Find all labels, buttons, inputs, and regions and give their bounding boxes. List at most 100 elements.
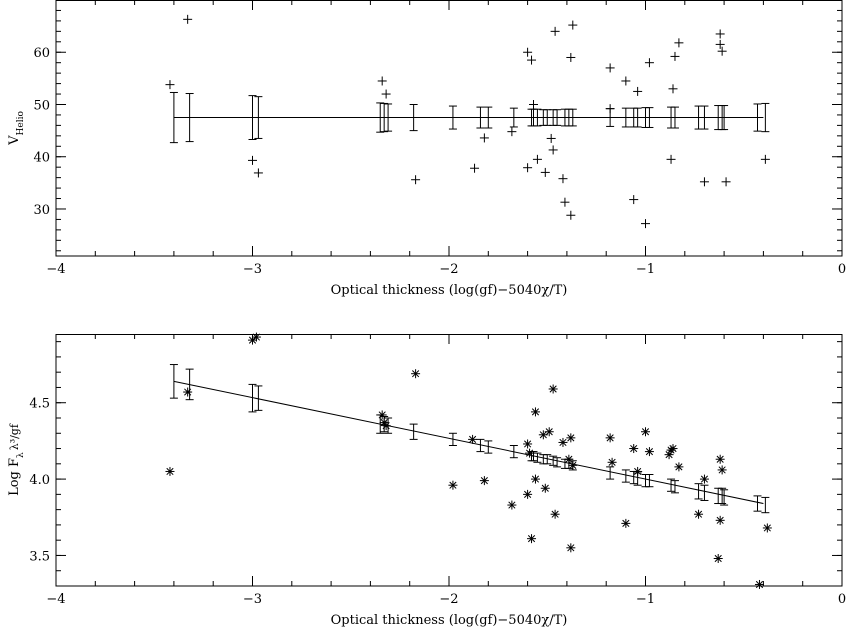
error-bar [533, 452, 542, 463]
error-bar [714, 487, 723, 505]
marker-stroke [634, 467, 642, 476]
data-point [540, 483, 550, 493]
data-point [558, 437, 568, 447]
marker-stroke [480, 477, 488, 485]
marker-stroke [608, 458, 616, 466]
data-point [548, 145, 558, 155]
marker-stroke [549, 385, 557, 393]
error-bar [409, 103, 418, 132]
data-point [629, 444, 639, 454]
error-bar [254, 385, 263, 411]
error-bar [248, 383, 257, 413]
error-bar [645, 107, 654, 128]
y-axis-label-sub: Helio [16, 111, 26, 135]
data-point [699, 177, 709, 187]
data-point [566, 210, 576, 220]
data-point [523, 489, 533, 499]
data-point [717, 46, 727, 56]
error-bar [169, 364, 178, 399]
data-point [381, 89, 391, 99]
marker-stroke [567, 544, 575, 552]
data-point [479, 476, 489, 486]
marker-stroke [569, 461, 577, 469]
x-tick-label: −3 [243, 592, 262, 607]
error-bar [384, 103, 393, 132]
data-point [381, 421, 391, 431]
data-point [605, 433, 615, 443]
data-point [633, 466, 643, 476]
marker-stroke [531, 408, 540, 416]
error-bar [448, 105, 457, 130]
data-point [621, 76, 631, 86]
error-bar [720, 105, 729, 131]
error-bar [543, 454, 552, 465]
data-point [760, 154, 770, 164]
data-point [523, 47, 533, 57]
data-point [721, 177, 731, 187]
data-point [527, 55, 537, 65]
data-point [251, 332, 261, 342]
data-point [566, 543, 576, 553]
data-point [165, 80, 175, 90]
marker-stroke [166, 467, 174, 476]
error-bar [694, 483, 703, 500]
marker-stroke [184, 388, 192, 396]
data-point [641, 427, 650, 437]
data-point [568, 20, 578, 30]
marker-stroke [541, 484, 549, 492]
y-tick-label: 50 [33, 98, 50, 113]
marker-stroke [755, 580, 764, 589]
marker-stroke [716, 516, 724, 524]
y-axis-label: VHelio [7, 111, 26, 146]
x-tick-label: −2 [439, 592, 458, 607]
error-bar [720, 489, 729, 506]
x-axis-label: Optical thickness (log(gf)−5040χ/T) [331, 283, 568, 298]
y-tick-label: 3.5 [29, 549, 50, 564]
data-point [566, 433, 576, 443]
data-point [253, 168, 263, 178]
marker-stroke [527, 535, 536, 543]
error-bar [476, 438, 485, 453]
data-point [538, 430, 548, 440]
marker-stroke [645, 448, 654, 456]
error-bar [606, 466, 615, 480]
data-point [568, 460, 578, 470]
y-tick-label: 30 [33, 203, 50, 218]
data-point [448, 480, 458, 490]
data-point [468, 434, 478, 444]
data-point [715, 454, 725, 464]
data-point [668, 444, 678, 454]
error-bar [185, 93, 194, 143]
x-tick-label: −2 [439, 262, 458, 277]
data-point [674, 462, 684, 472]
marker-stroke [567, 434, 575, 442]
error-bar [641, 474, 650, 488]
x-tick-label: 0 [838, 592, 846, 607]
error-bar [380, 102, 389, 133]
bottom-panel-flux: −4 −3 −2 −1 0 3.5 4.0 4.5 Optical thickness (log… [7, 332, 846, 628]
error-bar [476, 106, 485, 129]
marker-stroke [551, 510, 559, 518]
error-bar [553, 457, 562, 468]
data-point [479, 133, 489, 143]
data-point [641, 219, 650, 229]
data-point [532, 154, 542, 164]
data-point [666, 154, 676, 164]
data-point [717, 465, 727, 475]
x-axis-label: Optical thickness (log(gf)−5040χ/T) [331, 613, 568, 628]
data-point [668, 84, 678, 94]
marker-stroke [763, 524, 771, 532]
error-bar [621, 469, 630, 483]
data-point [523, 163, 533, 173]
error-bar [254, 96, 263, 139]
error-bar [169, 91, 178, 144]
marker-stroke [248, 336, 257, 344]
data-point [674, 38, 684, 48]
data-point [525, 448, 535, 458]
error-bar [553, 109, 562, 126]
error-bar [484, 106, 493, 129]
data-point [694, 509, 704, 519]
y-tick-label: 60 [33, 46, 50, 61]
error-bar [509, 444, 518, 459]
fit-line [173, 380, 764, 505]
